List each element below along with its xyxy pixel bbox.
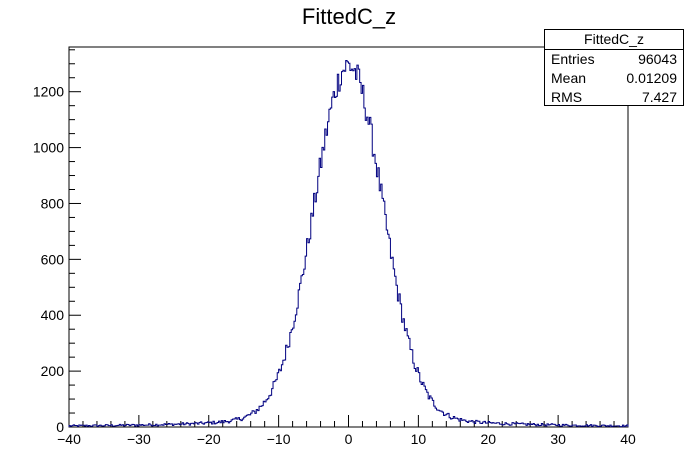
y-tick-label: 0 [56,419,64,435]
y-tick-label: 1200 [33,84,64,100]
stats-label: Mean [551,70,587,86]
stats-row-entries: Entries 96043 [545,50,683,69]
y-tick-label: 1000 [33,140,64,156]
stats-value: 96043 [638,51,677,67]
x-tick-label: 0 [345,431,353,447]
stats-value: 0.01209 [626,70,677,86]
x-tick-labels: −40 −30 −20 −10 0 10 20 30 40 [57,431,636,447]
y-tick-label: 200 [41,363,65,379]
histogram-line [68,59,629,428]
stats-title: FittedC_z [545,30,683,50]
x-tick-label: 20 [480,431,496,447]
x-tick-label: −40 [57,431,81,447]
y-tick-label: 600 [41,251,65,267]
x-tick-label: −10 [267,431,291,447]
stats-label: RMS [551,89,583,105]
stats-row-mean: Mean 0.01209 [545,69,683,88]
x-tick-label: −20 [197,431,221,447]
stats-label: Entries [551,51,595,67]
x-tick-label: 40 [620,431,636,447]
stats-row-rms: RMS 7.427 [545,88,683,107]
x-tick-label: −30 [127,431,151,447]
x-tick-label: 10 [411,431,427,447]
y-tick-label: 400 [41,307,65,323]
stats-value: 7.427 [641,89,677,105]
stats-box: FittedC_z Entries 96043 Mean 0.01209 RMS… [544,29,684,106]
chart-title: FittedC_z [301,4,397,29]
y-tick-label: 800 [41,195,65,211]
x-tick-label: 30 [550,431,566,447]
y-tick-labels: 0 200 400 600 800 1000 1200 [33,84,64,435]
